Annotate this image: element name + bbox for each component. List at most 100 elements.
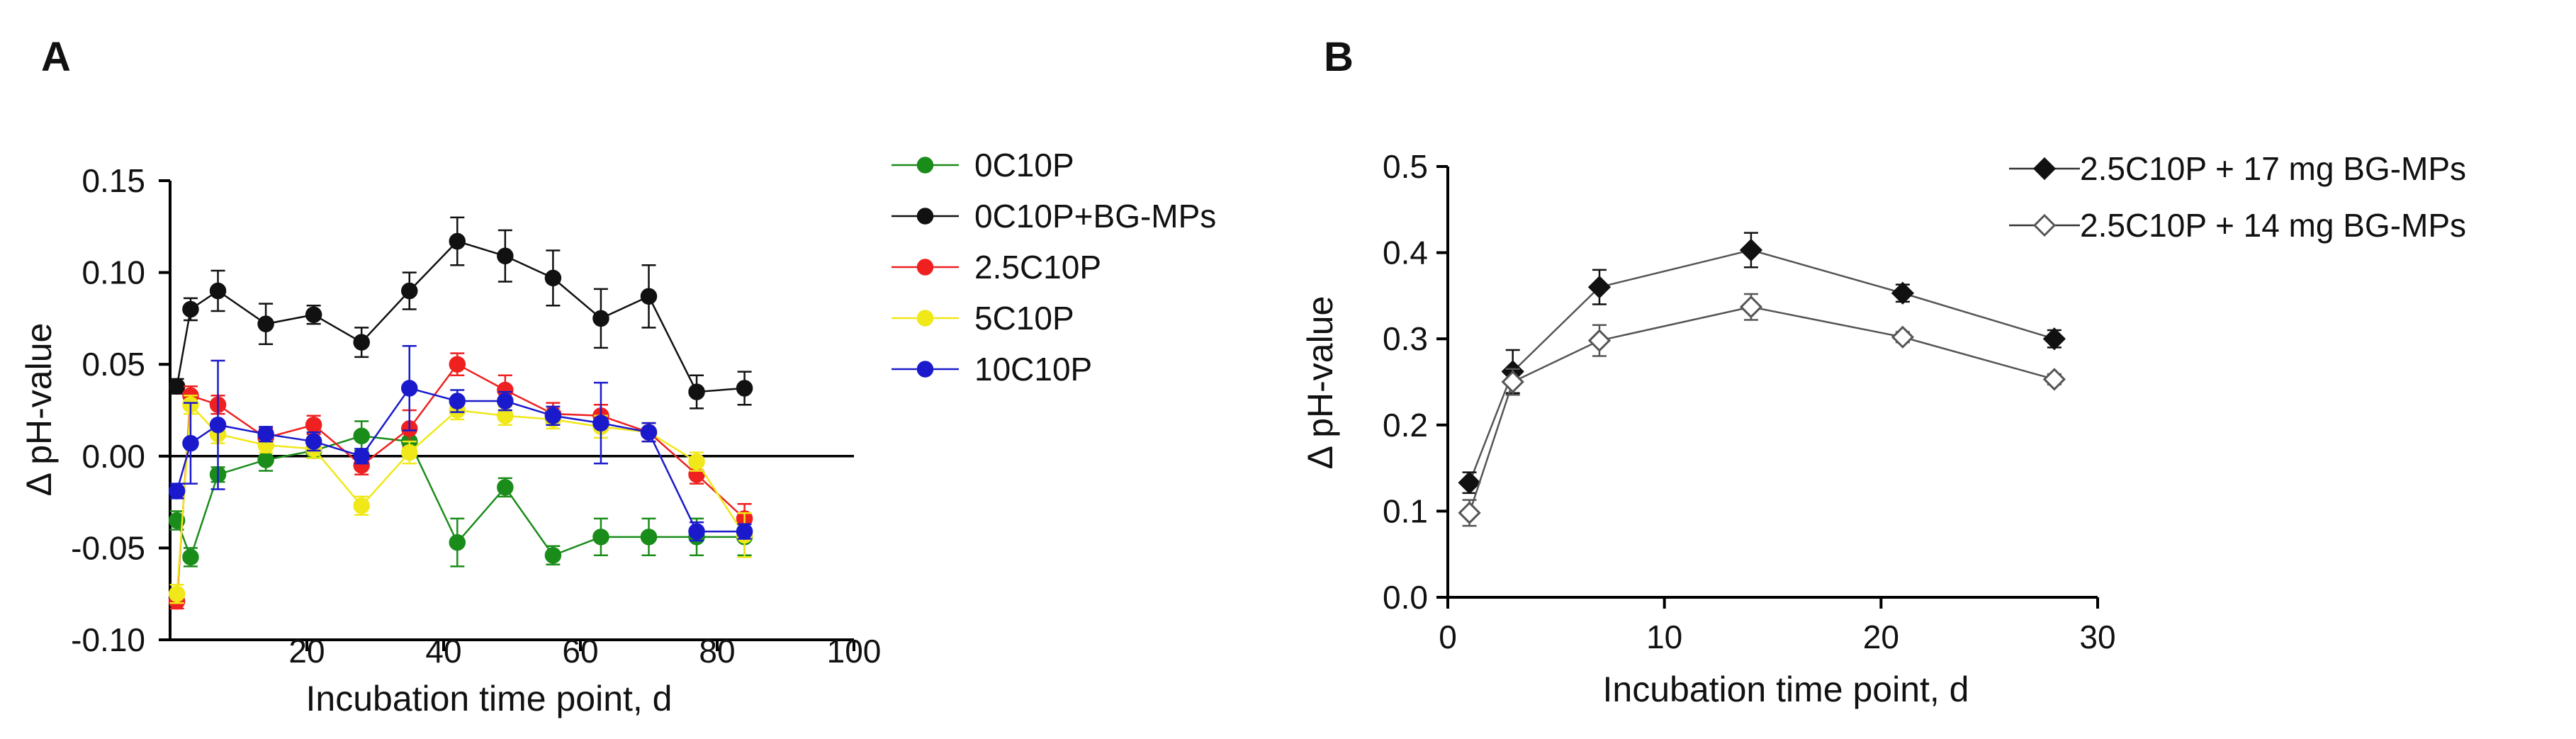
panel-a-data-point xyxy=(640,529,658,546)
panel-a-data-point xyxy=(168,585,186,602)
panel-a-data-point xyxy=(353,448,370,465)
panel-a-series-4 xyxy=(168,345,753,542)
panel-a-data-point xyxy=(449,393,466,410)
panel-a-data-point xyxy=(353,497,370,514)
panel-b-data-point xyxy=(1501,370,1524,394)
panel-a-data-point xyxy=(182,300,199,318)
panel-a-series-line xyxy=(176,363,746,602)
panel-a-legend-label: 10C10P xyxy=(974,351,1092,388)
panel-a-data-point xyxy=(449,534,466,551)
panel-b-series-line xyxy=(1468,249,2055,483)
panel-a-x-axis-title: Incubation time point, d xyxy=(306,679,673,718)
panel-b-y-tick-label: 0.4 xyxy=(1383,235,1428,271)
panel-a-data-point xyxy=(257,315,274,332)
panel-b-legend-marker xyxy=(2032,157,2057,181)
panel-a-data-point xyxy=(688,523,705,540)
panel-a-data-point xyxy=(688,453,705,470)
panel-b-x-tick-label: 30 xyxy=(2079,619,2115,655)
panel-a-y-tick-label: 0.15 xyxy=(81,162,145,199)
panel-a-legend-marker xyxy=(916,157,934,174)
panel-a-data-point xyxy=(209,282,227,300)
panel-a-data-point xyxy=(449,356,466,373)
panel-a-data-point xyxy=(736,380,753,397)
panel-b-y-tick-label: 0.3 xyxy=(1383,320,1428,357)
panel-b-data-point xyxy=(1587,329,1612,352)
panel-b-series-line xyxy=(1468,305,2055,514)
panel-b-data-point xyxy=(1458,471,1481,495)
panel-a-x-tick-label: 20 xyxy=(288,633,325,670)
panel-b-x-axis-title: Incubation time point, d xyxy=(1603,670,1969,709)
panel-a-legend-marker xyxy=(916,361,934,378)
panel-b-x-tick-label: 0 xyxy=(1439,619,1457,655)
panel-a-data-point xyxy=(182,548,199,566)
panel-b-data-point xyxy=(1891,281,1915,305)
panel-a-legend-label: 2.5C10P xyxy=(974,249,1101,286)
panel-b-y-tick-label: 0.0 xyxy=(1383,579,1428,616)
panel-a-data-point xyxy=(257,451,274,468)
panel-b-y-tick-label: 0.1 xyxy=(1383,492,1428,529)
panel-b-series-1 xyxy=(1458,293,2066,527)
panel-a-series-0 xyxy=(168,420,753,568)
panel-a-data-point xyxy=(688,383,705,400)
panel-a-data-point xyxy=(449,232,466,250)
panel-a-data-point xyxy=(592,529,609,546)
panel-a-data-point xyxy=(497,393,514,410)
panel-a-data-point xyxy=(640,424,658,441)
panel-a-label: A xyxy=(41,34,71,80)
panel-a-data-point xyxy=(497,247,514,265)
panel-a-x-tick-label: 60 xyxy=(562,633,598,670)
panel-a-data-point xyxy=(305,306,322,323)
panel-a-data-point xyxy=(168,378,186,395)
panel-b-data-point xyxy=(1739,295,1763,319)
panel-a-data-point xyxy=(401,444,418,461)
panel-a-series-line xyxy=(176,240,745,393)
panel-a-y-tick-label: -0.10 xyxy=(71,621,145,658)
panel-a-series-1 xyxy=(168,216,753,410)
panel-a-x-tick-label: 40 xyxy=(425,633,461,670)
panel-a-y-tick-label: -0.05 xyxy=(71,529,145,566)
panel-a-data-point xyxy=(305,416,322,434)
panel-b-series-0 xyxy=(1458,232,2066,495)
panel-a-y-tick-label: 0.05 xyxy=(81,346,145,383)
panel-a-data-point xyxy=(257,425,274,443)
panel-a-data-point xyxy=(640,288,658,305)
panel-b-y-tick-label: 0.2 xyxy=(1383,407,1428,444)
panel-a-data-point xyxy=(592,310,609,327)
panel-a-legend-label: 0C10P+BG-MPs xyxy=(974,198,1216,235)
panel-b-data-point xyxy=(1739,238,1763,262)
panel-a-data-point xyxy=(592,414,609,431)
panel-b-label: B xyxy=(1324,34,1354,80)
panel-b-legend-marker xyxy=(2032,213,2057,237)
panel-b-legend-label: 2.5C10P + 14 mg BG-MPs xyxy=(2080,207,2466,244)
panel-a-plot: -0.10 -0.05 0.00 0.05 0.10 0.15 20 40 60 80 100 0C1… xyxy=(71,147,1216,670)
panel-a-data-point xyxy=(305,433,322,450)
panel-b-x-tick-label: 20 xyxy=(1863,619,1899,655)
panel-a-data-point xyxy=(401,282,418,300)
panel-a-y-tick-label: 0.00 xyxy=(81,438,145,475)
panel-a-data-point xyxy=(544,269,562,287)
panel-a-data-point xyxy=(544,407,562,424)
panel-a-data-point xyxy=(168,483,186,500)
panel-b-plot: 0.0 0.1 0.2 0.3 0.4 0.5 0 10 20 30 2.5C10P + 17 mg… xyxy=(1383,148,2466,655)
panel-a-data-point xyxy=(353,427,370,445)
panel-a-legend-label: 0C10P xyxy=(974,147,1074,184)
panel-a-data-point xyxy=(736,523,753,540)
panel-a-data-point xyxy=(353,334,370,351)
panel-a-data-point xyxy=(497,479,514,496)
panel-a-x-tick-label: 100 xyxy=(827,633,882,670)
panel-a-legend-marker xyxy=(916,310,934,327)
panel-a-data-point xyxy=(401,380,418,397)
panel-a-series-2 xyxy=(168,352,753,610)
panel-a-legend-marker xyxy=(916,259,934,276)
panel-a-legend-marker xyxy=(916,208,934,225)
panel-b-data-point xyxy=(2042,327,2066,351)
panel-b-data-point xyxy=(2042,368,2066,391)
panel-b-data-point xyxy=(1458,501,1481,524)
panel-b-legend-label: 2.5C10P + 17 mg BG-MPs xyxy=(2080,150,2466,187)
panel-a-series-3 xyxy=(168,395,753,604)
panel-b-data-point xyxy=(1891,325,1915,349)
panel-b-x-tick-label: 10 xyxy=(1646,619,1682,655)
panel-a-data-point xyxy=(168,512,186,529)
panel-b-y-axis-title: Δ pH-value xyxy=(1300,296,1340,470)
